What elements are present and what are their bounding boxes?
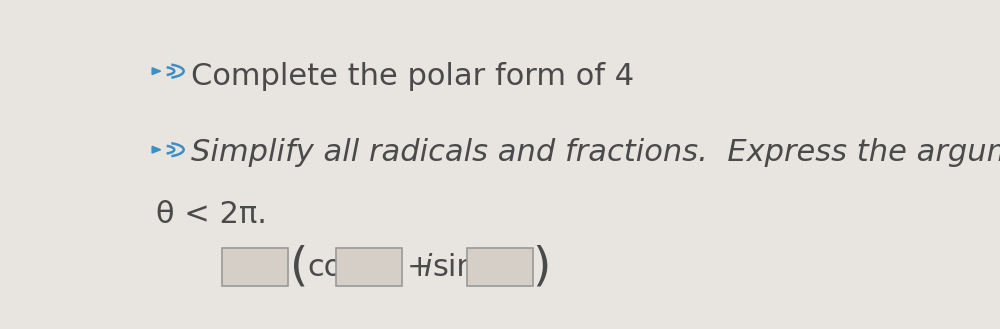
Text: Complete the polar form of 4: Complete the polar form of 4 (191, 62, 634, 91)
Polygon shape (152, 146, 161, 153)
FancyBboxPatch shape (336, 248, 402, 287)
Text: θ < 2π.: θ < 2π. (156, 200, 267, 229)
FancyBboxPatch shape (222, 248, 288, 287)
FancyBboxPatch shape (467, 248, 533, 287)
Text: ): ) (533, 245, 551, 290)
Text: sin: sin (433, 253, 476, 282)
Text: i: i (424, 253, 433, 282)
Text: cos: cos (307, 253, 358, 282)
Polygon shape (152, 68, 161, 74)
Text: (: ( (290, 245, 308, 290)
Text: Simplify all radicals and fractions.  Express the argument θ: Simplify all radicals and fractions. Exp… (191, 137, 1000, 167)
Text: +: + (407, 253, 442, 282)
